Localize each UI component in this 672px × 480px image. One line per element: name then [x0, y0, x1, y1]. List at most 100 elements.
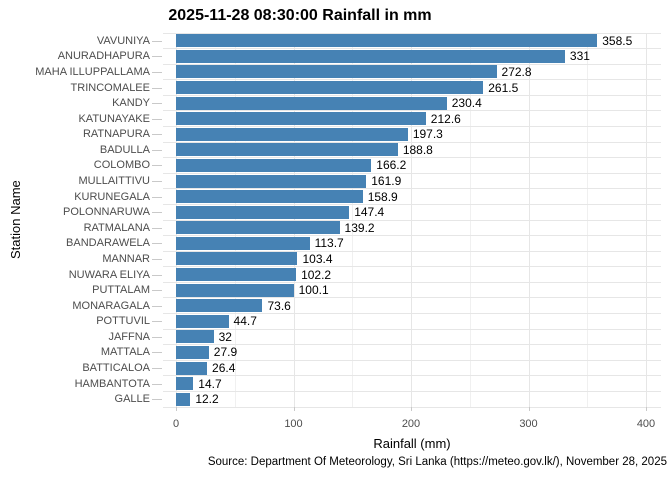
- y-axis-label: BATTICALOA: [82, 362, 150, 375]
- bar-value-label: 44.7: [233, 314, 257, 329]
- x-tick: [411, 407, 412, 411]
- bar: [176, 34, 598, 48]
- row-gridline: [163, 157, 661, 159]
- y-tick: [152, 212, 162, 214]
- bar-value-label: 147.4: [354, 205, 385, 220]
- bar: [176, 190, 363, 204]
- bar-value-label: 261.5: [488, 80, 519, 95]
- bar-value-label: 188.8: [402, 142, 433, 157]
- bar: [176, 392, 191, 406]
- y-tick: [152, 290, 162, 292]
- y-tick: [152, 321, 162, 323]
- row-gridline: [163, 390, 661, 392]
- plot-panel: 358.5 331 272.8 261.5 230.4 212.6 197.3 188.8 16…: [163, 32, 661, 408]
- row-gridline: [163, 266, 661, 268]
- bar: [176, 330, 214, 344]
- row-gridline: [163, 32, 661, 34]
- y-axis-label: MULLAITTIVU: [78, 175, 150, 188]
- bar: [176, 65, 497, 79]
- y-axis-label: POLONNARUWA: [63, 206, 150, 219]
- y-tick: [152, 118, 162, 120]
- bar-value-label: 139.2: [344, 220, 375, 235]
- bar: [176, 96, 447, 110]
- bar-value-label: 14.7: [198, 376, 222, 391]
- y-tick: [152, 103, 162, 105]
- y-tick: [152, 149, 162, 151]
- row-gridline: [163, 297, 661, 299]
- y-axis-label: HAMBANTOTA: [74, 377, 150, 390]
- x-tick-label: 200: [401, 418, 421, 430]
- bar-value-label: 26.4: [212, 361, 236, 376]
- x-tick-label: 300: [519, 418, 538, 430]
- row-gridline: [163, 235, 661, 237]
- bar: [176, 143, 398, 157]
- row-gridline: [163, 141, 661, 143]
- y-axis-label: KURUNEGALA: [74, 190, 150, 203]
- bar: [176, 205, 350, 219]
- row-gridline: [163, 48, 661, 50]
- bar: [176, 377, 194, 391]
- row-gridline: [163, 188, 661, 190]
- x-tick-label: 400: [636, 418, 656, 430]
- x-tick: [176, 407, 177, 411]
- bar: [176, 81, 484, 95]
- row-gridline: [163, 344, 661, 346]
- y-tick: [152, 305, 162, 307]
- bar: [176, 112, 426, 126]
- bar-value-label: 73.6: [267, 298, 291, 313]
- row-gridline: [163, 126, 661, 127]
- bar: [176, 361, 208, 375]
- y-tick: [152, 227, 162, 229]
- bar: [176, 252, 298, 266]
- y-axis-label: MAHA ILLUPPALLAMA: [35, 65, 150, 78]
- bar-value-label: 212.6: [430, 111, 461, 126]
- row-gridline: [163, 110, 661, 112]
- row-gridline: [163, 219, 661, 221]
- y-axis-label: BANDARAWELA: [66, 237, 150, 250]
- y-tick: [152, 40, 162, 42]
- row-gridline: [163, 172, 661, 174]
- x-tick: [293, 407, 295, 411]
- y-axis-label: MANNAR: [102, 252, 150, 265]
- bar: [176, 314, 229, 328]
- bar: [176, 221, 340, 235]
- bar-value-label: 12.2: [195, 392, 219, 407]
- row-gridline: [163, 375, 661, 377]
- y-axis-label: RATMALANA: [83, 221, 150, 234]
- y-axis-label: RATNAPURA: [82, 128, 150, 141]
- y-tick: [152, 274, 162, 276]
- y-axis-label: VAVUNIYA: [96, 34, 150, 47]
- x-tick: [646, 407, 647, 411]
- bar-value-label: 158.9: [367, 189, 398, 204]
- y-axis-label: JAFFNA: [108, 330, 150, 343]
- bar-value-label: 166.2: [376, 158, 407, 173]
- y-axis-label: POTTUVIL: [96, 315, 150, 328]
- bar: [176, 268, 297, 282]
- row-gridline: [163, 94, 661, 96]
- y-axis-label: COLOMBO: [93, 159, 150, 172]
- y-axis-label: KANDY: [112, 97, 150, 110]
- bar: [176, 49, 565, 63]
- y-tick: [152, 383, 162, 385]
- bar: [176, 299, 263, 313]
- bar-value-label: 272.8: [501, 64, 532, 79]
- y-axis-label: ANURADHAPURA: [57, 50, 150, 63]
- y-tick: [152, 368, 162, 370]
- y-axis-label: KATUNAYAKE: [78, 112, 150, 125]
- bar-value-label: 230.4: [451, 96, 482, 111]
- y-tick: [152, 399, 162, 401]
- row-gridline: [163, 203, 661, 205]
- bar-value-label: 113.7: [314, 236, 344, 251]
- y-tick: [152, 243, 162, 245]
- y-tick: [152, 258, 162, 260]
- y-axis-label: GALLE: [114, 393, 150, 406]
- y-axis-label: BADULLA: [99, 143, 150, 156]
- y-tick: [152, 352, 162, 354]
- bar: [176, 174, 367, 188]
- y-axis-label: TRINCOMALEE: [70, 81, 150, 94]
- y-axis-label: NUWARA ELIYA: [68, 268, 150, 281]
- y-tick: [152, 134, 162, 136]
- y-tick: [152, 165, 162, 167]
- bar-value-label: 197.3: [412, 127, 443, 142]
- bar-value-label: 331: [569, 49, 590, 64]
